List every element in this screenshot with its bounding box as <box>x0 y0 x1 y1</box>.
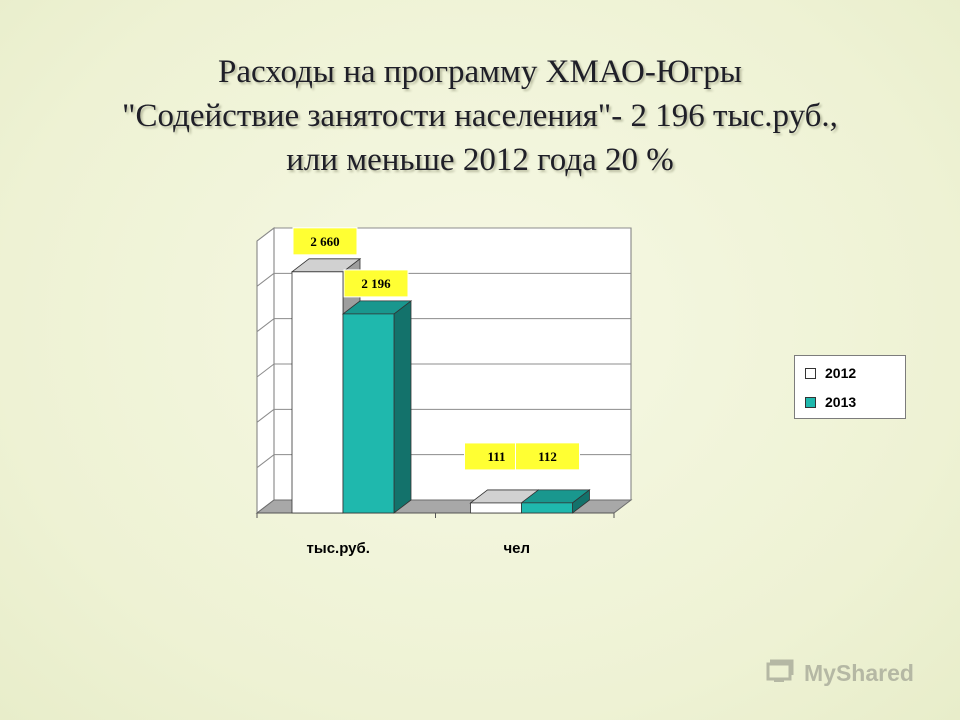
legend-swatch-2013 <box>805 397 816 408</box>
myshared-logo-icon <box>766 659 794 682</box>
bar-2013-rub-label: 2 196 <box>361 276 391 291</box>
legend-swatch-2012 <box>805 368 816 379</box>
bar-2013-chel <box>521 502 573 514</box>
legend-label-2013: 2013 <box>825 394 857 410</box>
title-line-2: "Содействие занятости населения"- 2 196 … <box>122 98 838 134</box>
gridline-side <box>256 363 275 378</box>
legend-label-2012: 2012 <box>825 365 857 381</box>
gridline-side <box>256 408 275 423</box>
bar-2012-rub-label: 2 660 <box>310 234 339 249</box>
legend-item-2012: 2012 <box>805 364 857 382</box>
gridline-side <box>256 454 275 469</box>
chart-legend: 2012 2013 <box>794 355 906 419</box>
bar-2012-rub-label-box <box>292 227 358 256</box>
bar-2013-chel-label-box <box>515 442 580 471</box>
gridline-side <box>256 272 275 287</box>
bar-2013-rub-side <box>393 300 412 514</box>
bar-2013-chel-label: 112 <box>538 449 557 464</box>
bar-2012-chel <box>470 502 522 514</box>
watermark-text: MyShared <box>804 660 914 686</box>
title-line-1: Расходы на программу ХМАО-Югры <box>218 54 742 90</box>
bar-2013-rub-label-box <box>343 269 409 298</box>
gridline-side <box>256 227 275 242</box>
bar-2012-chel-label: 111 <box>487 449 505 464</box>
category-label: чел <box>503 540 530 557</box>
slide-title: Расходы на программу ХМАО-Югры "Содейств… <box>40 50 920 182</box>
category-label: тыс.руб. <box>307 540 370 557</box>
bar-2012-rub <box>291 271 344 514</box>
legend-item-2013: 2013 <box>805 393 857 411</box>
bar-2013-rub <box>342 313 395 514</box>
title-line-3: или меньше 2012 года 20 % <box>286 142 674 178</box>
gridline-side <box>256 318 275 333</box>
